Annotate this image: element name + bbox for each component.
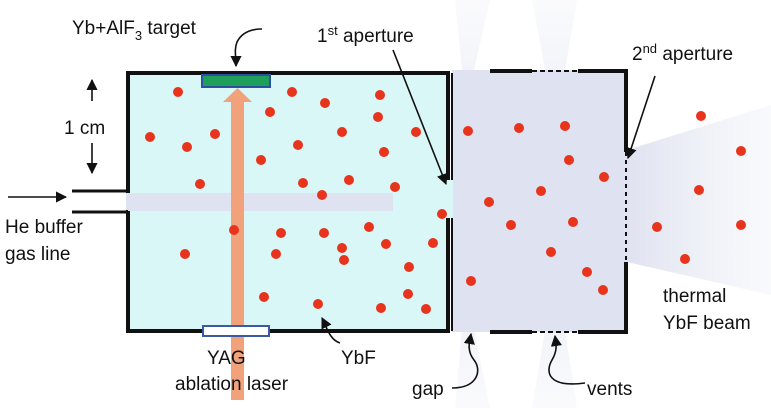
ybf-molecule-dot [265,107,275,117]
second-cell-walls [490,69,628,334]
ybf-molecule-dot [696,111,706,121]
he-gas-stream [128,193,393,211]
thermal-beam-region [627,105,771,295]
one-cm-label: 1 cm [64,118,105,139]
ybf-molecule-dot [256,155,266,165]
ybf-molecule-dot [180,249,190,259]
ybf-molecule-dot [582,267,592,277]
ybf-molecule-dot [564,155,574,165]
yag-label-2: ablation laser [175,374,289,395]
laser-window [202,325,270,337]
aperture2-label: 2nd aperture [632,41,733,65]
target-leader [230,28,263,68]
ybf-molecule-dot [210,129,220,139]
ybf-molecule-dot [599,172,609,182]
ybf-label: YbF [341,348,376,369]
ybf-molecule-dot [173,87,183,97]
ybf-molecule-dot [404,262,414,272]
he-line-label-1: He buffer [5,217,83,238]
ybf-molecule-dot [276,228,286,238]
ybf-molecule-dot [375,90,385,100]
ybf-molecule-dot [736,220,746,230]
ybf-molecule-dot [514,123,524,133]
ybf-molecule-dot [293,140,303,150]
ybf-molecule-dot [421,304,431,314]
ybf-molecule-dot [373,112,383,122]
ybf-molecule-dot [568,217,578,227]
he-gas-inlet-tube [72,189,131,214]
ybf-molecule-dot [337,243,347,253]
ybf-molecule-dot [317,190,327,200]
ybf-molecules [145,87,746,314]
ybf-molecule-dot [736,146,746,156]
target-label: Yb+AlF3 target [72,18,197,43]
ybf-molecule-dot [287,87,297,97]
vents-leader [548,334,586,385]
annotation-arrows [8,28,656,389]
ybf-molecule-dot [298,178,308,188]
first-aperture-opening [444,180,453,218]
beam-label-1: thermal [663,286,726,307]
ybf-molecule-dot [463,126,473,136]
ybf-molecule-dot [466,276,476,286]
ybf-molecule-dot [652,222,662,232]
ybf-molecule-dot [428,238,438,248]
ybf-molecule-dot [536,186,546,196]
aperture1-label: 1st aperture [317,23,414,47]
ybf-molecule-dot [381,239,391,249]
yag-label-1: YAG [207,348,246,369]
gas-flow-shading [452,0,771,408]
he-line-label-2: gas line [5,244,71,265]
ybf-molecule-dot [680,254,690,264]
ybf-molecule-dot [411,127,421,137]
ybf-molecule-dot [484,197,494,207]
ybf-molecule-dot [271,249,281,259]
aperture1-leader [392,49,448,186]
ybf-molecule-dot [364,222,374,232]
ybf-molecule-dot [506,220,516,230]
ybf-molecule-dot [694,185,704,195]
ybf-molecule-dot [560,121,570,131]
ybf-leader [321,316,341,344]
ybf-molecule-dot [546,247,556,257]
ybf-molecule-dot [195,179,205,189]
ybf-molecule-dot [259,292,269,302]
beam-label-2: YbF beam [663,313,751,334]
ybf-molecule-dot [376,303,386,313]
gap-label: gap [412,379,444,400]
second-cell-gas-region [452,70,627,332]
ybf-molecule-dot [337,127,347,137]
yb-alf3-target [201,74,271,88]
gap-leader [451,332,479,389]
ybf-molecule-dot [320,98,330,108]
ybf-molecule-dot [313,299,323,309]
aperture2-leader [625,75,656,160]
vents-label: vents [587,379,632,400]
ybf-molecule-dot [145,132,155,142]
ybf-molecule-dot [319,228,329,238]
ybf-molecule-dot [344,175,354,185]
ybf-molecule-dot [229,225,239,235]
ybf-molecule-dot [437,209,447,219]
ybf-molecule-dot [598,285,608,295]
ybf-molecule-dot [339,255,349,265]
ybf-molecule-dot [403,289,413,299]
ybf-molecule-dot [379,147,389,157]
ybf-molecule-dot [182,142,192,152]
ybf-molecule-dot [390,182,400,192]
